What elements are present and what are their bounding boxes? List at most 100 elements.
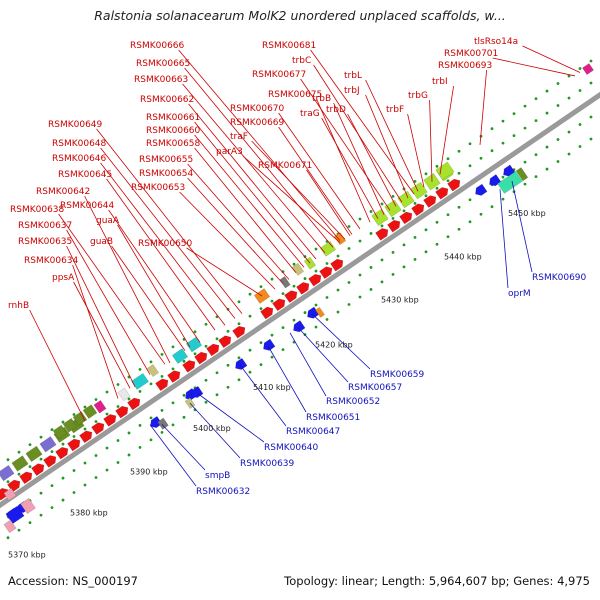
forward-gene-arrow[interactable] [423,193,439,208]
reverse-gene-arrow[interactable] [261,338,276,353]
forward-gene-arrow[interactable] [375,226,391,241]
gene-label[interactable]: RSMK00701 [444,49,498,59]
gene-label[interactable]: traG [300,109,320,119]
forward-gene-arrow[interactable] [167,368,183,383]
gene-label[interactable]: trbD [326,105,346,115]
forward-gene-arrow[interactable] [218,334,234,349]
gene-cluster-block[interactable] [0,464,15,482]
gene-label[interactable]: RSMK00657 [348,383,402,393]
gene-label[interactable]: RSMK00690 [532,273,587,283]
gene-label[interactable]: parA3 [216,147,243,157]
reverse-gene-arrow[interactable] [473,183,488,198]
gene-cluster-block[interactable] [397,190,415,209]
gene-label[interactable]: RSMK00646 [52,154,107,164]
gene-cluster-block[interactable] [11,455,29,472]
forward-gene-arrow[interactable] [55,445,71,460]
reverse-gene-block[interactable] [157,417,169,430]
gene-label[interactable]: RSMK00649 [48,120,103,130]
gene-cluster-block[interactable] [82,404,98,419]
gene-label[interactable]: RSMK00671 [258,161,312,171]
forward-gene-arrow[interactable] [19,470,35,485]
gene-label[interactable]: RSMK00634 [24,256,79,266]
gene-label[interactable]: RSMK00670 [230,104,285,114]
gene-cluster-block[interactable] [582,63,594,75]
gene-label[interactable]: trbC [292,56,311,66]
forward-gene-arrow[interactable] [67,437,83,452]
forward-gene-arrow[interactable] [206,342,222,357]
forward-gene-arrow[interactable] [272,297,288,312]
gene-label[interactable]: RSMK00653 [131,183,185,193]
gene-label[interactable]: RSMK00637 [18,221,72,231]
gene-label[interactable]: RSMK00647 [286,427,340,437]
gene-label[interactable]: RSMK00669 [230,118,285,128]
gene-cluster-block[interactable] [131,372,149,390]
forward-gene-arrow[interactable] [284,288,300,303]
gene-label[interactable]: RSMK00640 [264,443,319,453]
gene-label[interactable]: RSMK00650 [138,239,193,249]
forward-gene-arrow[interactable] [296,280,312,295]
gene-cluster-block[interactable] [72,411,88,426]
forward-gene-arrow[interactable] [308,272,324,287]
gene-label[interactable]: smpB [205,471,230,481]
gene-label[interactable]: RSMK00648 [52,139,107,149]
gene-label[interactable]: tlsRso14a [474,37,518,47]
reverse-gene-block[interactable] [315,306,325,318]
gene-label[interactable]: RSMK00638 [10,205,65,215]
gene-label[interactable]: RSMK00681 [262,41,316,51]
reverse-gene-block[interactable] [3,519,17,534]
gene-label[interactable]: RSMK00658 [146,139,201,149]
forward-gene-arrow[interactable] [182,358,198,373]
reverse-gene-arrow[interactable] [189,385,204,400]
gene-label[interactable]: RSMK00635 [18,237,72,247]
gene-label[interactable]: RSMK00693 [438,61,492,71]
forward-gene-arrow[interactable] [319,264,335,279]
reverse-gene-arrow[interactable] [501,164,516,179]
reverse-gene-arrow[interactable] [487,174,502,189]
gene-cluster-block[interactable] [371,208,389,226]
gene-cluster-block[interactable] [171,348,189,364]
forward-gene-arrow[interactable] [43,453,59,468]
gene-cluster-block[interactable] [435,161,455,181]
gene-label[interactable]: RSMK00659 [370,370,425,380]
gene-label[interactable]: guaA [96,216,120,226]
gene-cluster-block[interactable] [25,445,43,463]
forward-gene-arrow[interactable] [330,257,346,272]
gene-cluster-block[interactable] [93,400,107,414]
forward-gene-arrow[interactable] [194,350,210,365]
forward-gene-arrow[interactable] [91,420,107,435]
forward-gene-arrow[interactable] [399,210,415,225]
gene-label[interactable]: RSMK00666 [130,41,185,51]
gene-label[interactable]: trbG [408,91,428,101]
forward-gene-arrow[interactable] [79,429,95,444]
gene-label[interactable]: trbF [386,105,404,115]
gene-label[interactable]: rnhB [8,301,29,311]
gene-label[interactable]: oprM [508,289,531,299]
gene-label[interactable]: trbI [432,77,448,87]
reverse-gene-arrow[interactable] [291,320,306,335]
forward-gene-arrow[interactable] [103,412,119,427]
gene-cluster-block[interactable] [62,417,78,433]
gene-cluster-block[interactable] [279,276,291,289]
forward-gene-arrow[interactable] [387,218,403,233]
gene-label[interactable]: RSMK00632 [196,487,250,497]
reverse-gene-block[interactable] [515,167,529,182]
gene-label[interactable]: RSMK00663 [134,75,188,85]
gene-label[interactable]: RSMK00655 [139,155,193,165]
forward-gene-arrow[interactable] [232,324,248,339]
gene-cluster-block[interactable] [384,199,402,218]
gene-label[interactable]: RSMK00645 [58,170,112,180]
gene-label[interactable]: trbB [312,94,331,104]
gene-cluster-block[interactable] [117,387,131,402]
gene-label[interactable]: trbL [344,71,362,81]
forward-gene-arrow[interactable] [260,305,276,320]
forward-gene-arrow[interactable] [447,177,463,192]
gene-label[interactable]: traF [230,132,248,142]
reverse-gene-arrow[interactable] [233,357,248,372]
gene-label[interactable]: ppsA [52,273,75,283]
gene-label[interactable]: RSMK00660 [146,126,201,136]
gene-label[interactable]: RSMK00642 [36,187,90,197]
gene-label[interactable]: RSMK00639 [240,459,295,469]
gene-label[interactable]: RSMK00661 [146,113,200,123]
gene-label[interactable]: RSMK00652 [326,397,380,407]
gene-cluster-block[interactable] [52,424,68,440]
